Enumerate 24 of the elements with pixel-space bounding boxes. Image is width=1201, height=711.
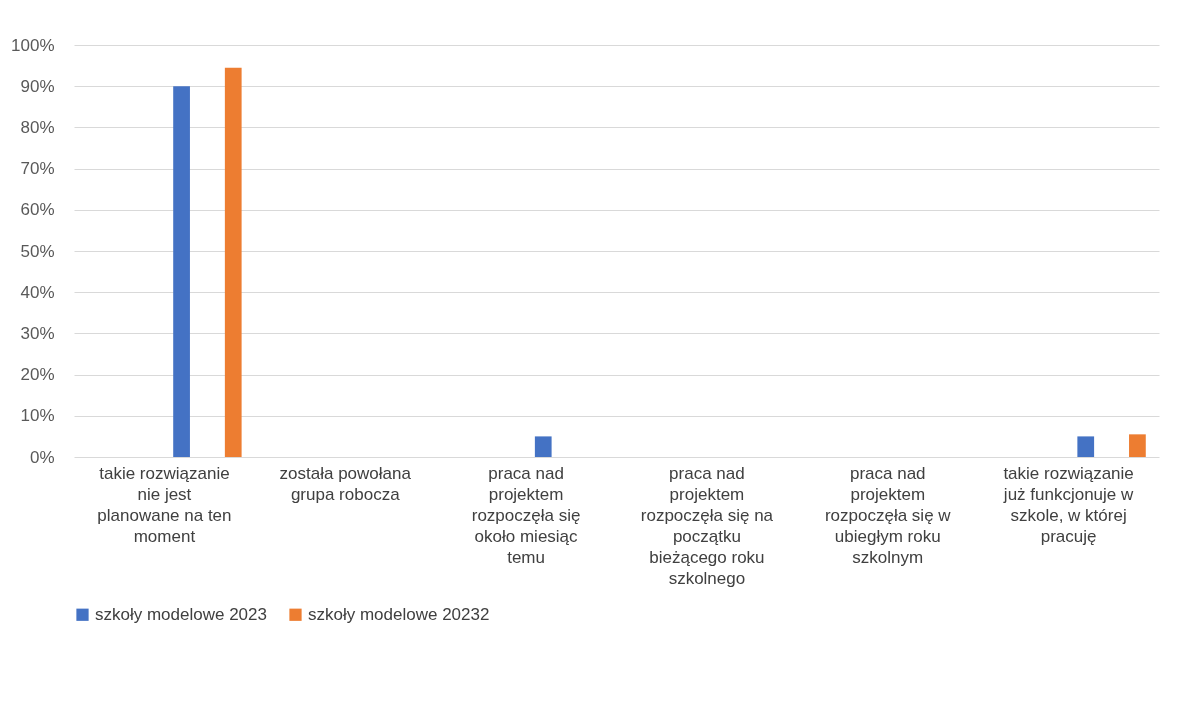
x-tick-label: praca nad projektem rozpoczęła się w ubiegłym roku szkolnym [824,463,952,567]
bar [224,67,242,457]
y-tick-label: 40% [20,282,55,302]
legend-label: szkoły modelowe 20232 [308,604,490,624]
y-tick-label: 90% [20,76,55,96]
x-tick-label: została powołana grupa robocza [279,463,412,504]
y-tick-label: 30% [20,323,55,343]
y-tick-label: 10% [20,406,55,426]
legend-label: szkoły modelowe 2023 [95,604,267,624]
bar [1129,434,1146,457]
x-tick-label: takie rozwiązanie już funkcjonuje w szkole, w której pracuję [1002,463,1135,546]
bar [1077,436,1095,457]
y-tick-label: 50% [20,241,55,261]
y-tick-label: 60% [20,200,55,220]
bar [173,86,190,457]
bar [534,436,552,457]
y-tick-label: 80% [20,117,55,137]
y-tick-label: 100% [11,35,55,55]
x-tick-label: takie rozwiązanie nie jest planowane na ten moment [97,463,232,546]
y-tick-label: 0% [29,447,55,467]
x-tick-label: praca nad projektem rozpoczęła się około miesiąc temu [471,463,581,567]
x-tick-label: praca nad projektem rozpoczęła się na początku bieżącego roku szkolnego [640,463,774,588]
y-tick-label: 70% [20,159,55,179]
y-tick-label: 20% [20,365,55,385]
